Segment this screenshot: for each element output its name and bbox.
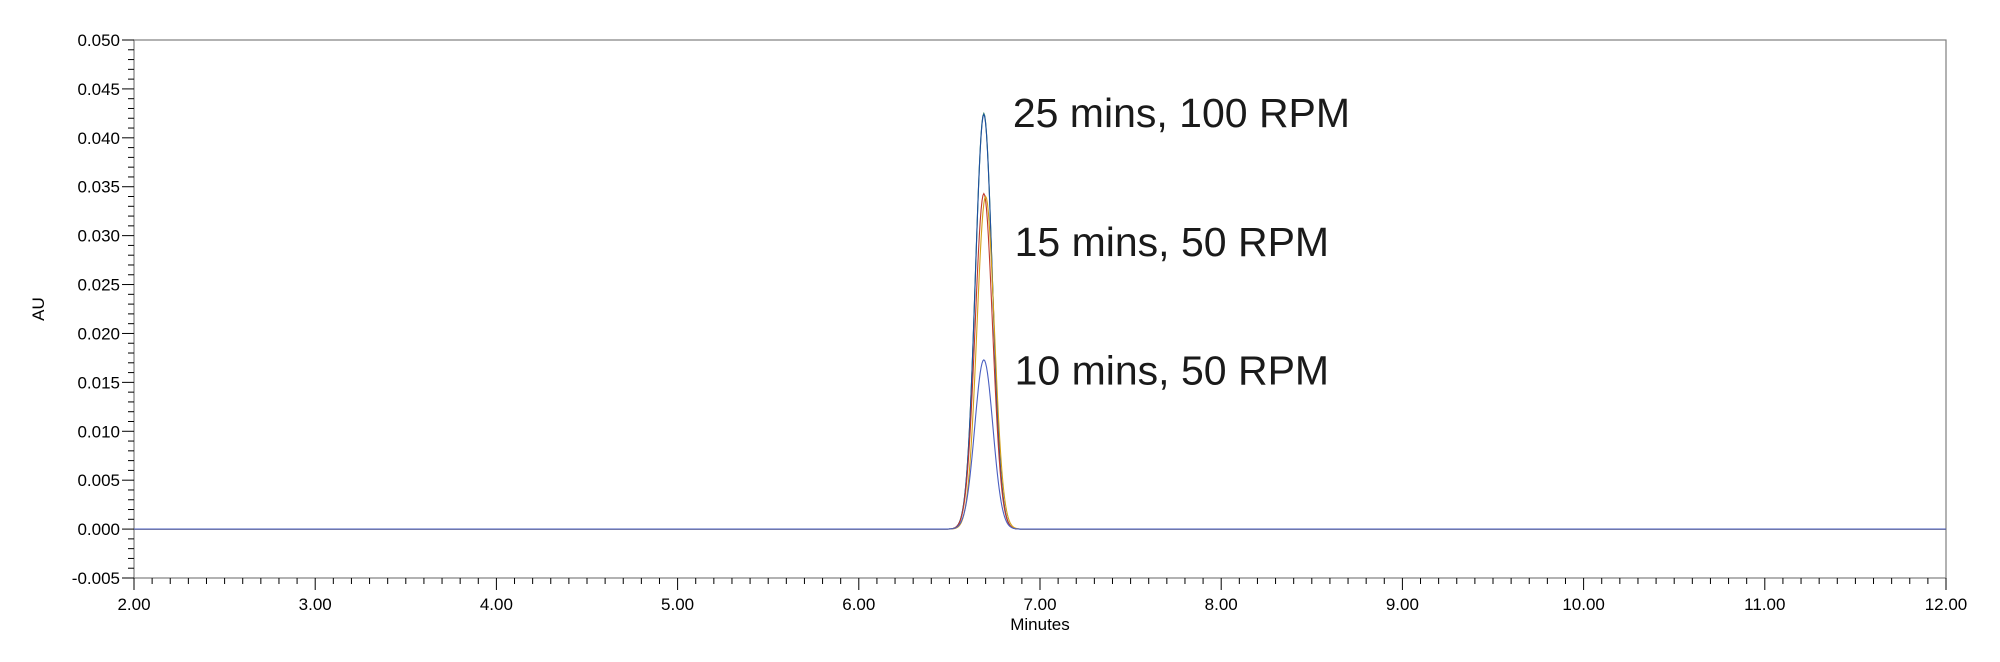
series-line-5 [134,359,1946,530]
y-tick-label: 0.045 [77,80,120,99]
x-tick-label: 8.00 [1205,595,1238,614]
peak-annotation-3: 10 mins, 50 RPM [1015,347,1329,393]
x-tick-label: 4.00 [480,595,513,614]
x-axis: 2.00 3.00 4.00 5.00 6.00 7.00 8.00 9.00 10.00 11.… [117,578,1967,614]
y-tick-label: 0.000 [77,520,120,539]
x-tick-label: 7.00 [1023,595,1056,614]
x-axis-title: Minutes [1010,615,1070,634]
y-tick-label: -0.005 [72,569,120,588]
x-tick-label: 3.00 [299,595,332,614]
x-tick-label: 2.00 [117,595,150,614]
y-axis-title: AU [29,297,48,321]
y-tick-label: 0.040 [77,129,120,148]
x-tick-label: 6.00 [842,595,875,614]
x-tick-label: 9.00 [1386,595,1419,614]
annotation-layer: 25 mins, 100 RPM 15 mins, 50 RPM 10 mins, … [1013,90,1350,393]
peak-annotation-2: 15 mins, 50 RPM [1015,219,1329,265]
x-tick-label: 5.00 [661,595,694,614]
plot-area [133,39,1947,579]
y-tick-label: 0.025 [77,276,120,295]
peak-annotation-1: 25 mins, 100 RPM [1013,90,1350,136]
y-tick-label: 0.030 [77,227,120,246]
x-tick-label: 10.00 [1562,595,1605,614]
y-tick-label: 0.050 [77,31,120,50]
y-tick-label: 0.010 [77,422,120,441]
x-tick-label: 11.00 [1744,595,1785,614]
y-tick-label: 0.020 [77,324,120,343]
y-axis: -0.005 0.000 0.005 0.010 0.015 0.020 0.025 0.03… [72,31,134,588]
x-tick-label: 12.00 [1925,595,1968,614]
y-tick-label: 0.035 [77,178,120,197]
y-tick-label: 0.015 [77,373,120,392]
series-layer [134,111,1946,530]
y-tick-label: 0.005 [77,471,120,490]
